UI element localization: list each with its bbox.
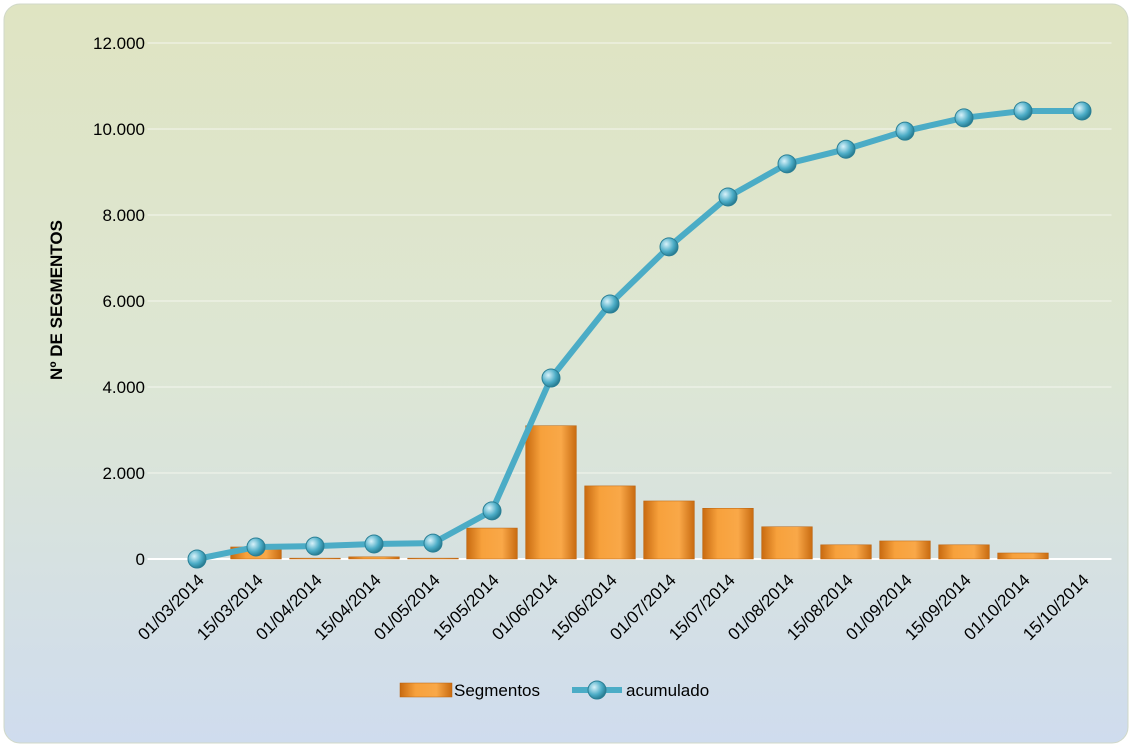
y-tick-label: 10.000 (93, 120, 145, 139)
bar (289, 557, 341, 560)
marker (1072, 101, 1092, 121)
bar (525, 425, 577, 560)
y-tick-label: 0 (136, 550, 145, 569)
bar (702, 508, 754, 560)
bar (584, 485, 636, 560)
legend-swatch (587, 680, 607, 700)
y-axis-title: Nº DE SEGMENTOS (47, 220, 66, 380)
bar (348, 556, 400, 560)
marker (305, 536, 325, 556)
bar (938, 544, 990, 560)
marker (423, 533, 443, 553)
marker (836, 139, 856, 159)
y-tick-label: 8.000 (102, 206, 145, 225)
bar (761, 526, 813, 560)
marker (364, 534, 384, 554)
marker (482, 501, 502, 521)
legend-swatch (399, 682, 453, 698)
marker (659, 237, 679, 257)
bar (643, 500, 695, 560)
bar (820, 544, 872, 560)
marker (600, 294, 620, 314)
marker (246, 537, 266, 557)
marker (541, 368, 561, 388)
bar (997, 552, 1049, 560)
marker (777, 154, 797, 174)
marker (895, 121, 915, 141)
y-tick-label: 4.000 (102, 378, 145, 397)
line (196, 107, 1082, 562)
marker (718, 187, 738, 207)
legend-label: acumulado (626, 681, 709, 700)
marker (954, 108, 974, 128)
bar (407, 557, 459, 560)
marker (187, 549, 207, 569)
bar (879, 540, 931, 560)
legend-label: Segmentos (454, 681, 540, 700)
y-tick-label: 2.000 (102, 464, 145, 483)
y-tick-label: 12.000 (93, 34, 145, 53)
y-tick-label: 6.000 (102, 292, 145, 311)
bar (466, 527, 518, 560)
marker (1013, 101, 1033, 121)
